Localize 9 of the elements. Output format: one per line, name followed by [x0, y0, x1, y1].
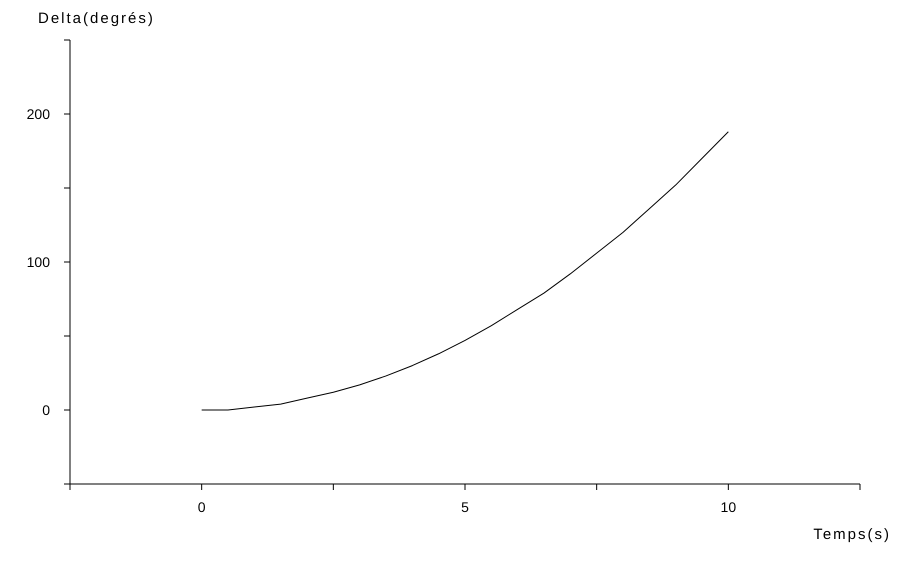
y-tick-label: 0 [42, 402, 50, 418]
x-tick-label: 10 [720, 498, 736, 515]
y-axis-title: Delta(degrés) [38, 10, 155, 27]
y-tick-label: 200 [26, 106, 50, 122]
x-tick-label: 0 [198, 498, 206, 515]
line-series [201, 131, 729, 410]
x-tick-label: 5 [461, 498, 470, 515]
y-tick-label: 100 [26, 254, 50, 270]
x-axis-title: Temps(s) [813, 526, 891, 543]
